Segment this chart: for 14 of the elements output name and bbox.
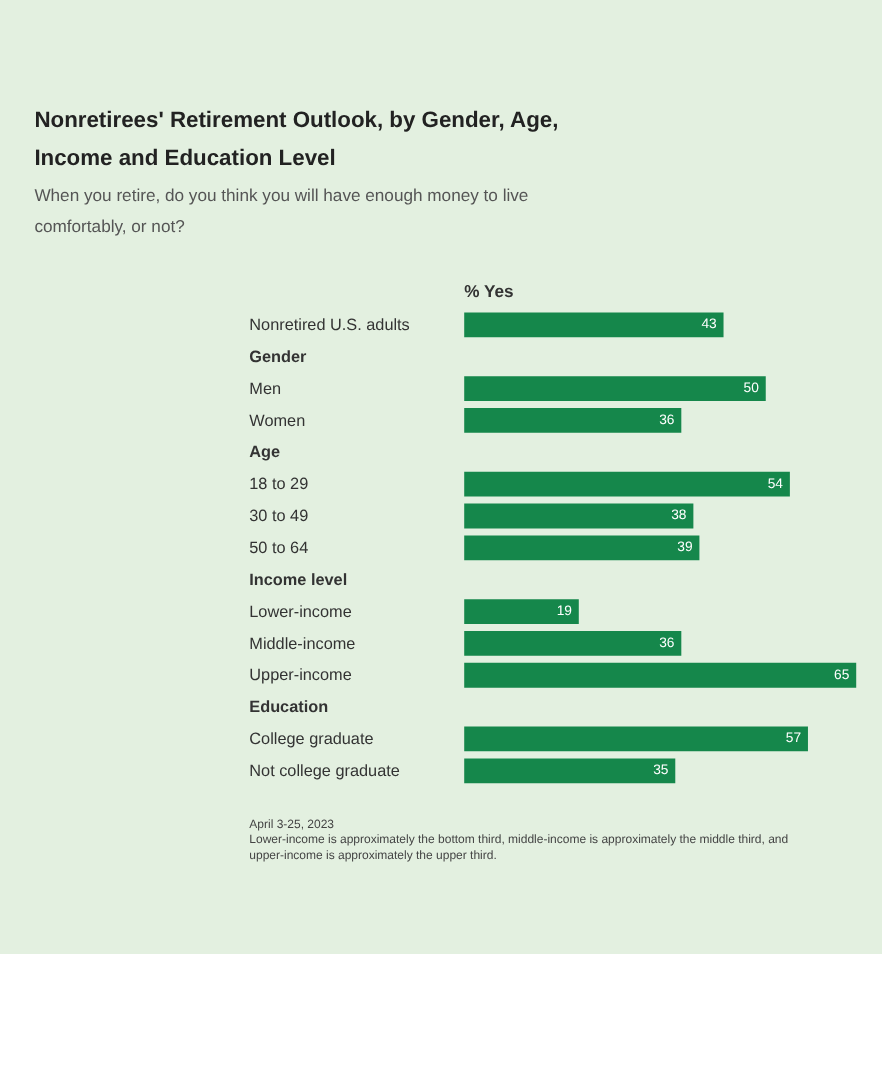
bar: [464, 376, 766, 402]
bar: [464, 535, 700, 561]
bar: [464, 758, 676, 784]
text: When you retire, do you think you will have enough money to live comfortably, or not?: [34, 184, 529, 236]
bar: [464, 726, 808, 752]
bar: [464, 471, 790, 497]
bar: [464, 662, 857, 688]
bar: [464, 503, 694, 529]
x-axis-title: % Yes: [464, 281, 514, 302]
bar: [464, 312, 724, 338]
bar: [464, 599, 579, 624]
bar: [464, 408, 682, 433]
text: Nonretirees' Retirement Outlook, by Gender, Age, Income and Education Level: [34, 109, 559, 171]
bar: [464, 630, 682, 656]
